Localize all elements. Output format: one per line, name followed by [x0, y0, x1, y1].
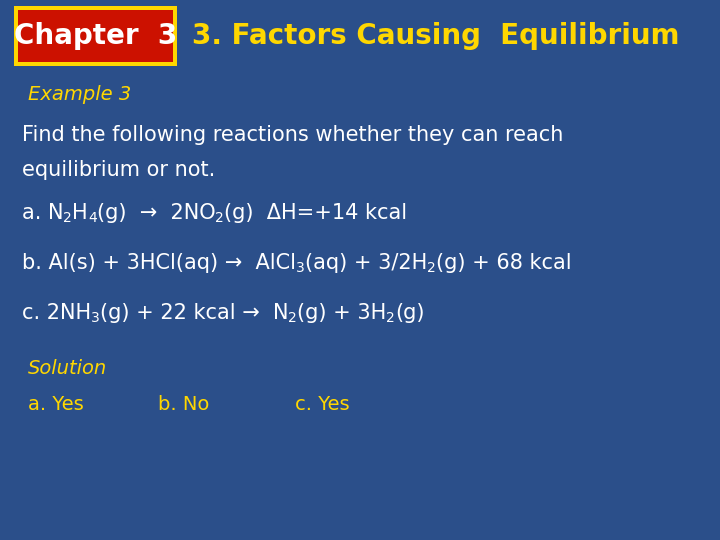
Text: b. No: b. No — [158, 395, 210, 415]
Text: (g) + 22 kcal →  N: (g) + 22 kcal → N — [100, 303, 289, 323]
Text: 3: 3 — [91, 311, 100, 325]
Text: 2: 2 — [387, 311, 395, 325]
Text: (g)  ΔH=+14 kcal: (g) ΔH=+14 kcal — [224, 203, 407, 223]
FancyBboxPatch shape — [14, 6, 177, 66]
Text: (g)  →  2NO: (g) → 2NO — [96, 203, 215, 223]
Text: (g) + 68 kcal: (g) + 68 kcal — [436, 253, 572, 273]
Text: 2: 2 — [215, 211, 224, 225]
Text: b. Al(s) + 3HCl(aq) →  AlCl: b. Al(s) + 3HCl(aq) → AlCl — [22, 253, 296, 273]
Text: a. Yes: a. Yes — [28, 395, 84, 415]
FancyBboxPatch shape — [18, 10, 173, 62]
Text: 3. Factors Causing  Equilibrium: 3. Factors Causing Equilibrium — [192, 22, 680, 50]
Text: a. N: a. N — [22, 203, 63, 223]
Text: c. 2NH: c. 2NH — [22, 303, 91, 323]
Text: Example 3: Example 3 — [28, 85, 131, 105]
Text: Chapter  3: Chapter 3 — [14, 22, 177, 50]
Text: 2: 2 — [63, 211, 72, 225]
Text: 4: 4 — [88, 211, 96, 225]
Text: Solution: Solution — [28, 359, 107, 377]
Text: c. Yes: c. Yes — [295, 395, 350, 415]
Text: Find the following reactions whether they can reach: Find the following reactions whether the… — [22, 125, 563, 145]
Text: 2: 2 — [289, 311, 297, 325]
Text: equilibrium or not.: equilibrium or not. — [22, 160, 215, 180]
Text: (g) + 3H: (g) + 3H — [297, 303, 387, 323]
Text: 2: 2 — [427, 261, 436, 275]
Text: (aq) + 3/2H: (aq) + 3/2H — [305, 253, 427, 273]
Text: (g): (g) — [395, 303, 425, 323]
Text: H: H — [72, 203, 88, 223]
Text: 3: 3 — [296, 261, 305, 275]
